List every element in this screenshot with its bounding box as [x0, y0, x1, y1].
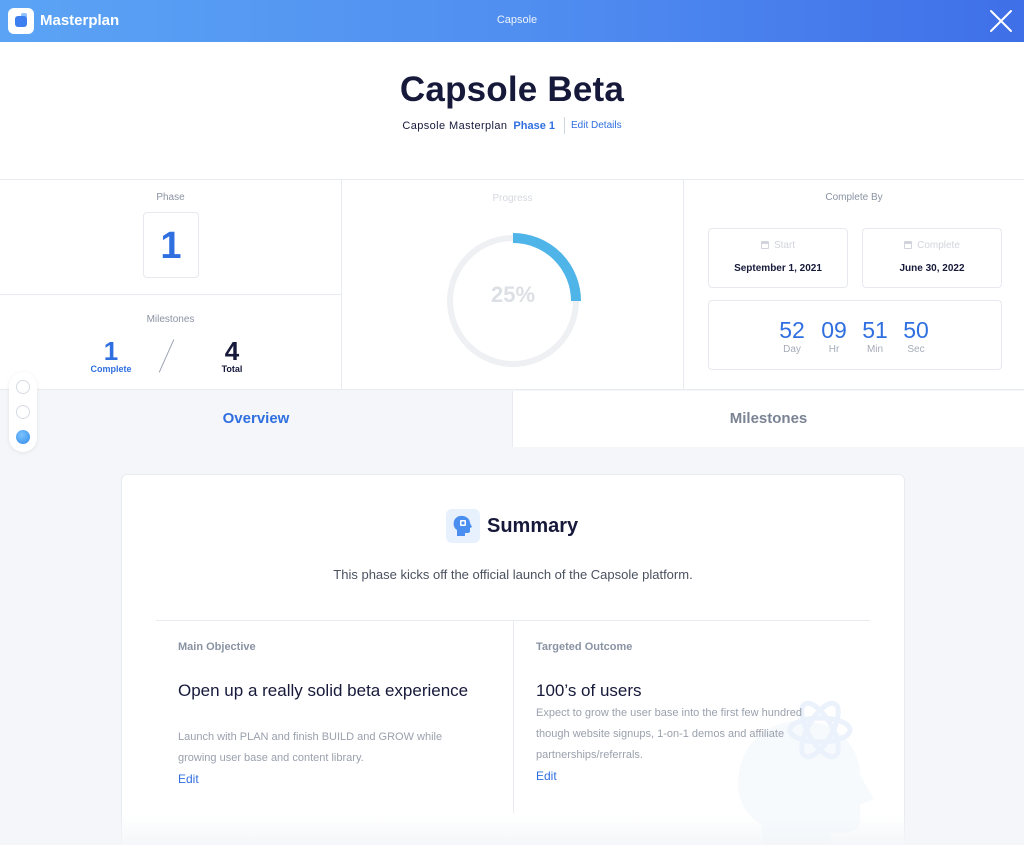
- countdown-days-label: Day: [783, 344, 801, 355]
- calendar-icon: [904, 241, 913, 249]
- main-objective-edit-link[interactable]: Edit: [178, 772, 199, 786]
- end-label: Complete: [917, 240, 960, 251]
- countdown-seconds: 50: [903, 317, 929, 343]
- complete-by-column: Complete By Start September 1, 2021 Comp…: [684, 180, 1024, 390]
- divider: [0, 294, 342, 295]
- start-date-card: Start September 1, 2021: [708, 228, 848, 288]
- countdown-minutes-label: Min: [866, 344, 884, 355]
- targeted-outcome-edit-link[interactable]: Edit: [536, 769, 557, 783]
- summary-title: Summary: [487, 515, 579, 537]
- close-icon[interactable]: [986, 6, 1016, 36]
- countdown-timer: 52 Day 09 Hr 51 Min 50 Sec: [708, 300, 1002, 370]
- head-gear-icon: [446, 509, 480, 543]
- section-dot-3[interactable]: [16, 430, 30, 444]
- complete-by-label: Complete By: [825, 192, 883, 203]
- tab-overview[interactable]: Overview: [0, 391, 512, 447]
- milestones-complete-count: 1: [103, 336, 119, 366]
- section-dot-2[interactable]: [16, 405, 30, 419]
- section-dot-nav: [9, 372, 37, 452]
- progress-column: Progress 25%: [342, 180, 684, 390]
- progress-ring: 25%: [444, 232, 582, 370]
- calendar-icon: [760, 241, 769, 249]
- divider: [156, 620, 870, 621]
- countdown-days: 52: [779, 317, 805, 343]
- start-label: Start: [773, 240, 796, 251]
- phase-label: Phase: [156, 192, 185, 203]
- phase-link[interactable]: Phase 1: [513, 119, 556, 132]
- masterplan-name: Capsole Masterplan: [402, 119, 508, 132]
- main-objective-title: Open up a really solid beta experience: [178, 681, 469, 700]
- app-name: Masterplan: [40, 12, 120, 29]
- section-dot-1[interactable]: [16, 380, 30, 394]
- start-date: September 1, 2021: [734, 263, 822, 274]
- summary-description: This phase kicks off the official launch…: [333, 567, 693, 582]
- page-header: Capsole Beta Capsole Masterplan Phase 1 …: [0, 42, 1024, 180]
- phase-number: 1: [143, 212, 199, 278]
- bottom-fade: [0, 815, 1024, 845]
- divider: [158, 339, 175, 373]
- edit-details-link[interactable]: Edit Details: [571, 120, 622, 131]
- stats-panel: Phase 1 Milestones 1 Complete 4 Total Pr…: [0, 180, 1024, 390]
- milestones-total-label: Total: [221, 364, 243, 374]
- end-date-card: Complete June 30, 2022: [862, 228, 1002, 288]
- main-objective-heading: Main Objective: [178, 641, 256, 653]
- main-objective-description: Launch with PLAN and finish BUILD and GR…: [178, 731, 443, 764]
- milestones-label: Milestones: [146, 314, 195, 325]
- countdown-minutes: 51: [862, 317, 888, 343]
- title-bar: Masterplan Capsole: [0, 0, 1024, 42]
- countdown-seconds-label: Sec: [907, 344, 925, 355]
- tab-milestones[interactable]: Milestones: [512, 391, 1024, 447]
- tab-bar: Overview Milestones: [0, 391, 1024, 447]
- targeted-outcome-description: Expect to grow the user base into the fi…: [536, 707, 802, 761]
- milestones-total-count: 4: [224, 336, 240, 366]
- divider: [513, 621, 514, 813]
- milestones-complete-label: Complete: [90, 364, 132, 374]
- countdown-hours-label: Hr: [828, 344, 840, 355]
- page-title: Capsole Beta: [399, 70, 625, 109]
- summary-card: Summary This phase kicks off the officia…: [121, 474, 905, 845]
- targeted-outcome-title: 100’s of users: [536, 681, 642, 700]
- window-title: Capsole: [496, 14, 538, 26]
- breadcrumb: Capsole Masterplan Phase 1 Edit Details: [0, 117, 1024, 134]
- divider: [564, 117, 566, 134]
- phase-milestones-column: Phase 1 Milestones 1 Complete 4 Total: [0, 180, 342, 390]
- countdown-hours: 09: [821, 317, 847, 343]
- end-date: June 30, 2022: [899, 263, 965, 274]
- progress-percent: 25%: [490, 282, 536, 307]
- progress-label: Progress: [492, 193, 533, 204]
- progress-ring-fill: [445, 233, 581, 369]
- head-atom-icon: [702, 675, 902, 845]
- targeted-outcome-heading: Targeted Outcome: [536, 641, 633, 653]
- app-logo-icon: [8, 8, 34, 34]
